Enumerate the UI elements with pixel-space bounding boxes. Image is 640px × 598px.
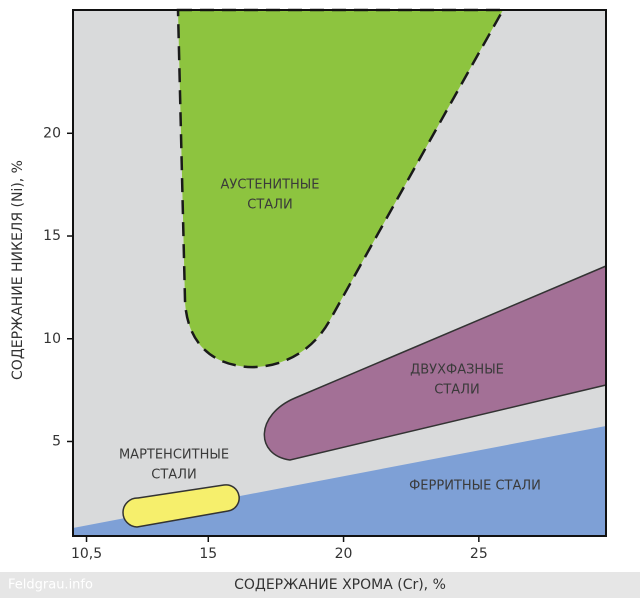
martensitic-region bbox=[122, 484, 240, 528]
x-tick-label: 25 bbox=[470, 546, 488, 562]
region-label: СТАЛИ bbox=[151, 468, 196, 483]
region-label: СТАЛИ bbox=[247, 198, 292, 213]
x-tick-label: 10,5 bbox=[71, 546, 102, 562]
y-axis-label: СОДЕРЖАНИЕ НИКЕЛЯ (Ni), % bbox=[10, 160, 26, 380]
duplex-region bbox=[263, 264, 607, 461]
footer-band bbox=[0, 572, 640, 598]
y-tick-label: 10 bbox=[43, 331, 61, 347]
region-label: ДВУХФАЗНЫЕ bbox=[410, 363, 504, 378]
region-label: ФЕРРИТНЫЕ СТАЛИ bbox=[409, 479, 541, 494]
y-tick-label: 15 bbox=[43, 228, 61, 244]
plot-border bbox=[72, 9, 607, 537]
region-label: АУСТЕНИТНЫЕ bbox=[221, 178, 320, 193]
region-label: МАРТЕНСИТНЫЕ bbox=[119, 448, 229, 463]
x-tick-label: 20 bbox=[335, 546, 353, 562]
austenitic-region bbox=[176, 8, 506, 369]
x-axis-label: СОДЕРЖАНИЕ ХРОМА (Cr), % bbox=[234, 577, 446, 593]
region-label: СТАЛИ bbox=[434, 383, 479, 398]
y-tick-label: 5 bbox=[52, 433, 61, 449]
watermark: Feldgrau.info bbox=[8, 578, 93, 593]
x-tick-label: 15 bbox=[199, 546, 217, 562]
y-tick-label: 20 bbox=[43, 125, 61, 141]
